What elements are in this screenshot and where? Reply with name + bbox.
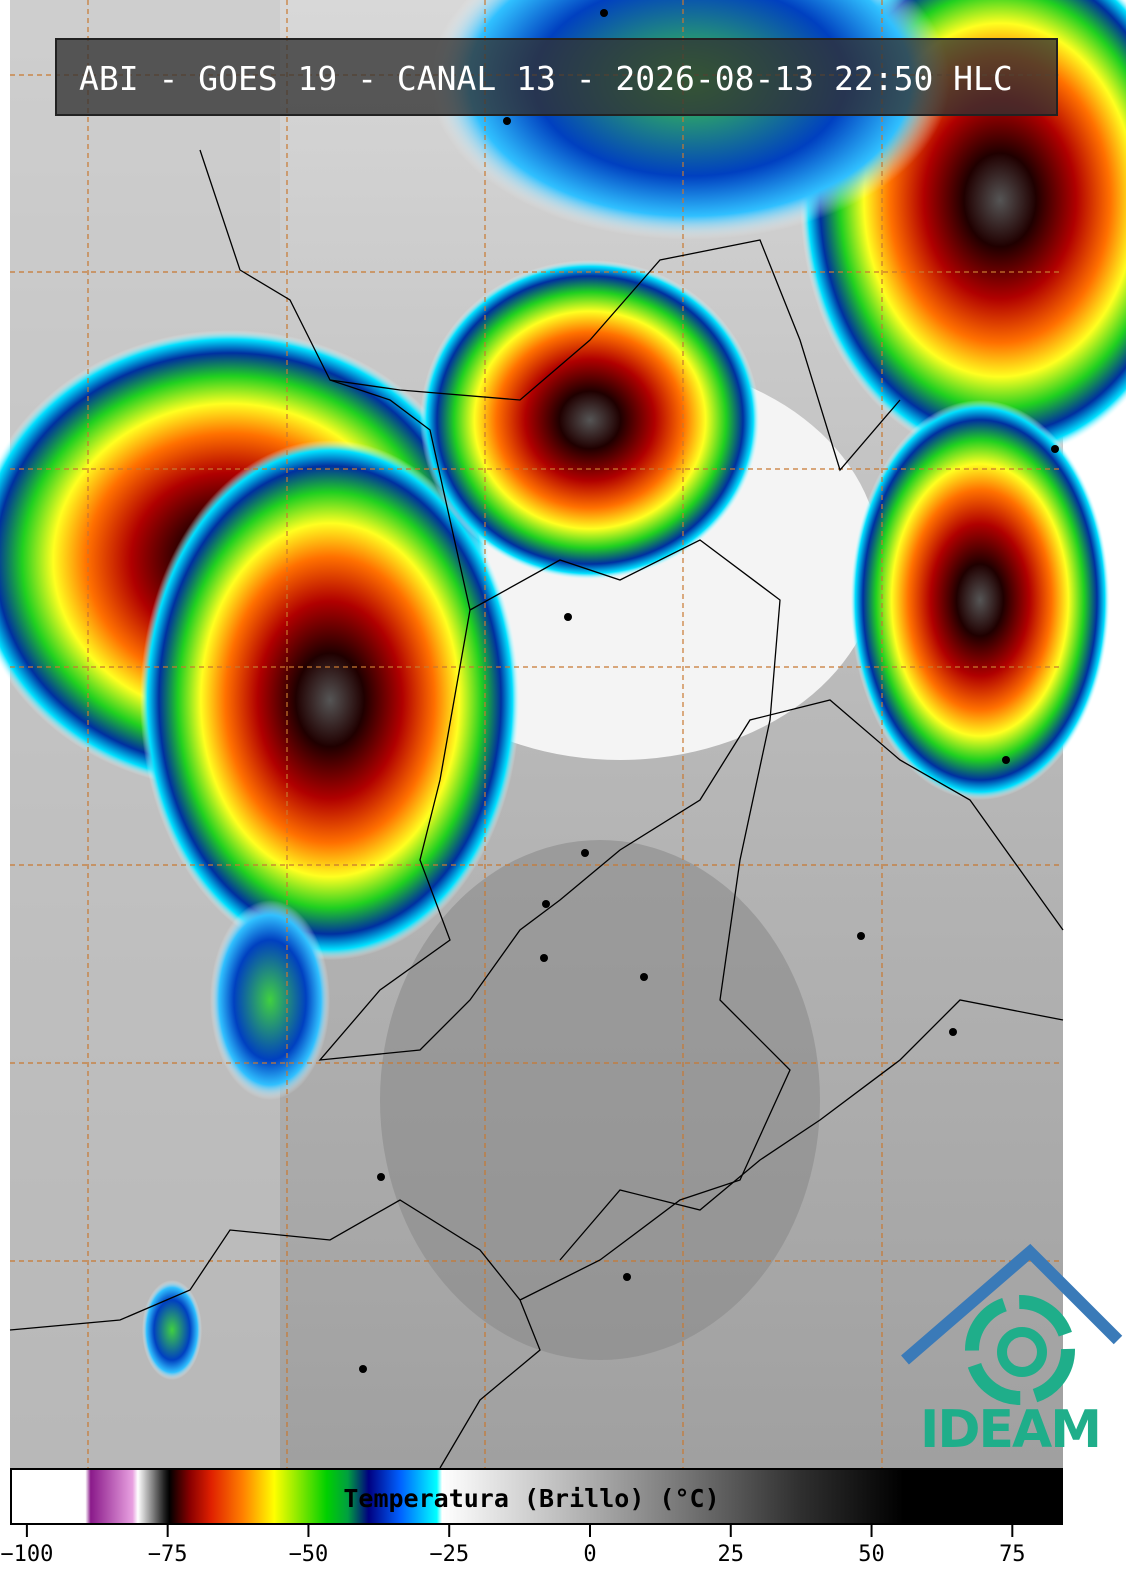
logo-text: IDEAM [920, 1400, 1102, 1460]
city-markers [359, 9, 1059, 1373]
colorbar [10, 1468, 1063, 1525]
borders [9, 149, 1064, 1469]
cloud-field [380, 840, 820, 1360]
tick-label: −50 [289, 1542, 329, 1567]
colorbar-axis: −100 −75 −50 −25 0 25 50 75 [0, 1525, 1026, 1567]
logo-graphic [901, 1243, 1123, 1405]
tick-label: 25 [718, 1542, 745, 1567]
tick-label: −25 [429, 1542, 469, 1567]
tick-label: −75 [148, 1542, 188, 1567]
storm-cell [140, 440, 520, 960]
tick-label: 0 [583, 1542, 596, 1567]
storm-cell [142, 1280, 202, 1380]
storm-cell [420, 260, 760, 580]
image-title: ABI - GOES 19 - CANAL 13 - 2026-08-13 22… [55, 38, 1058, 116]
storm-cell [210, 900, 330, 1100]
colorbar-label: Temperatura (Brillo) (°C) [343, 1484, 720, 1513]
tick-label: −100 [0, 1542, 53, 1567]
satellite-map [0, 0, 1126, 1469]
tick-label: 75 [999, 1542, 1026, 1567]
storm-cell [850, 400, 1110, 800]
tick-label: 50 [858, 1542, 885, 1567]
